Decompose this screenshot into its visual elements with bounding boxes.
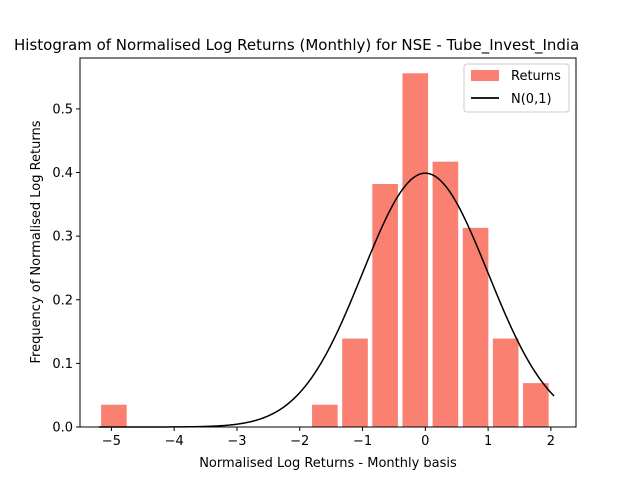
bar bbox=[402, 73, 429, 427]
bar bbox=[312, 404, 338, 427]
y-tick-label: 0.3 bbox=[52, 230, 73, 245]
y-axis-label: Frequency of Normalised Log Returns bbox=[29, 120, 44, 363]
y-tick-label: 0.0 bbox=[52, 421, 73, 436]
bar bbox=[372, 183, 398, 427]
x-tick-label: −4 bbox=[165, 434, 184, 449]
x-tick-label: −1 bbox=[353, 434, 372, 449]
legend-swatch-returns bbox=[471, 70, 499, 81]
y-tick-label: 0.2 bbox=[52, 293, 73, 308]
x-tick-label: 1 bbox=[484, 434, 492, 449]
y-tick-label: 0.5 bbox=[52, 102, 73, 117]
bar bbox=[101, 404, 127, 427]
bar bbox=[432, 161, 459, 427]
bar-group bbox=[101, 73, 549, 427]
y-tick-label: 0.4 bbox=[52, 166, 73, 181]
y-tick-label: 0.1 bbox=[52, 357, 73, 372]
bar bbox=[523, 383, 549, 427]
plot-frame bbox=[79, 57, 577, 428]
x-tick-label: −3 bbox=[227, 434, 246, 449]
legend: Returns N(0,1) bbox=[463, 63, 570, 113]
x-axis-ticks: −5 −4 −3 −2 −1 0 1 2 bbox=[102, 427, 555, 449]
x-axis-label: Normalised Log Returns - Monthly basis bbox=[199, 456, 457, 471]
legend-label-normal: N(0,1) bbox=[511, 92, 552, 107]
y-axis-ticks: 0.0 0.1 0.2 0.3 0.4 0.5 bbox=[52, 102, 80, 436]
x-tick-label: 0 bbox=[421, 434, 429, 449]
bar bbox=[462, 227, 489, 427]
bar bbox=[492, 338, 519, 427]
x-tick-label: −5 bbox=[102, 434, 121, 449]
chart-title: Histogram of Normalised Log Returns (Mon… bbox=[14, 36, 579, 55]
bar bbox=[342, 338, 368, 427]
x-tick-label: 2 bbox=[547, 434, 555, 449]
x-tick-label: −2 bbox=[290, 434, 309, 449]
legend-label-returns: Returns bbox=[511, 69, 561, 84]
